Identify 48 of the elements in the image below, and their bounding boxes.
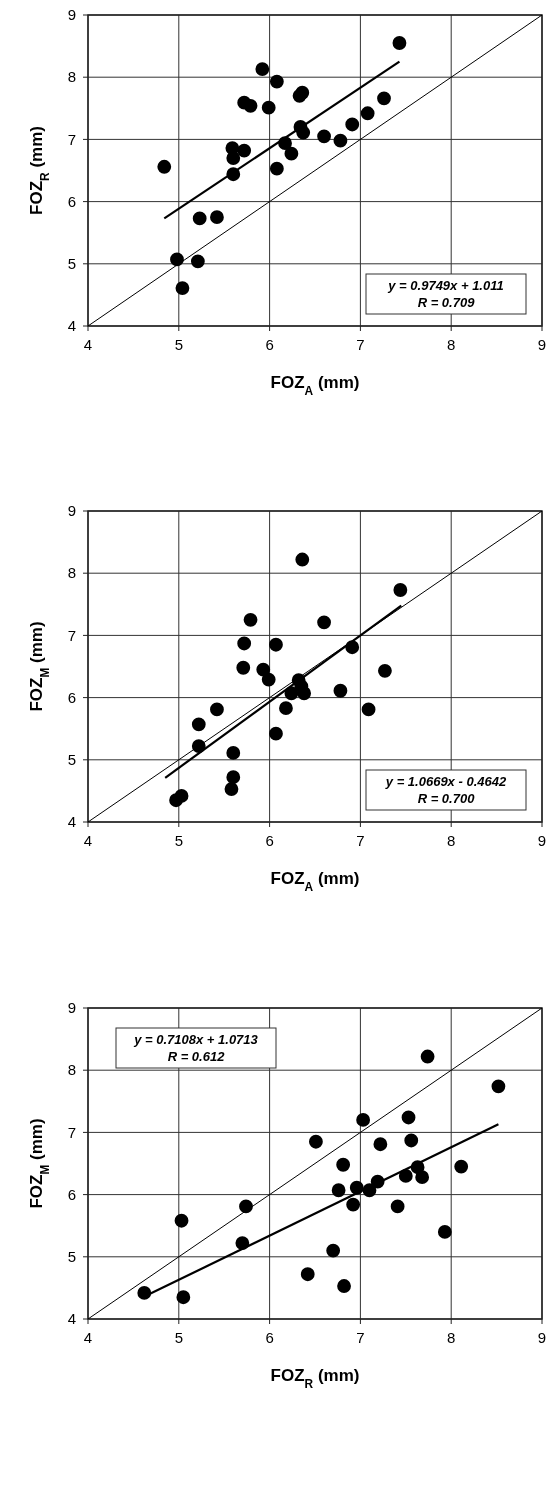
y-tick-label: 6 xyxy=(67,192,76,210)
annotation: y = 1.0669x - 0.4642 xyxy=(384,774,507,789)
y-tick-label: 8 xyxy=(67,68,76,86)
annotation: R = 0.612 xyxy=(167,1049,226,1064)
x-tick-label: 8 xyxy=(447,832,456,849)
annotation: R = 0.709 xyxy=(417,295,476,310)
y-tick-label: 9 xyxy=(67,6,76,24)
y-tick-label: 8 xyxy=(67,1061,76,1079)
x-tick-label: 7 xyxy=(356,832,365,849)
annotation: y = 0.7108x + 1.0713 xyxy=(133,1032,259,1047)
x-tick-label: 4 xyxy=(83,832,93,849)
annotation: R = 0.700 xyxy=(417,791,476,806)
x-tick-label: 9 xyxy=(537,336,547,353)
x-tick-label: 5 xyxy=(174,1329,183,1346)
annotation: y = 0.9749x + 1.011 xyxy=(387,278,504,293)
x-axis-title: FOZ$_{R}$ (mm) xyxy=(270,1366,360,1391)
y-tick-label: 6 xyxy=(67,1185,76,1203)
y-tick-label: 7 xyxy=(67,130,76,148)
x-tick-label: 8 xyxy=(447,336,456,353)
y-tick-label: 9 xyxy=(67,999,76,1017)
y-tick-label: 5 xyxy=(67,255,76,273)
y-tick-label: 9 xyxy=(67,502,76,520)
y-tick-label: 5 xyxy=(67,751,76,769)
x-tick-label: 7 xyxy=(356,336,365,353)
equation-box: y = 0.7108x + 1.0713 R = 0.612 xyxy=(115,1027,277,1069)
x-tick-label: 4 xyxy=(83,336,93,353)
x-tick-label: 8 xyxy=(447,1329,456,1346)
y-tick-label: 7 xyxy=(67,626,76,644)
x-axis-title: FOZ$_{A}$ (mm) xyxy=(270,869,360,894)
y-tick-label: 6 xyxy=(67,688,76,706)
y-tick-label: 4 xyxy=(67,813,76,831)
y-tick-label: 5 xyxy=(67,1248,76,1266)
x-tick-label: 7 xyxy=(356,1329,365,1346)
y-tick-label: 7 xyxy=(67,1123,76,1141)
y-tick-label: 4 xyxy=(67,317,76,335)
x-tick-label: 5 xyxy=(174,832,183,849)
x-tick-label: 5 xyxy=(174,336,183,353)
x-tick-label: 6 xyxy=(265,336,274,353)
equation-box: y = 0.9749x + 1.011 R = 0.709 xyxy=(365,273,527,315)
x-tick-label: 9 xyxy=(537,832,547,849)
x-axis-title: FOZ$_{A}$ (mm) xyxy=(270,373,360,398)
equation-box: y = 1.0669x - 0.4642 R = 0.700 xyxy=(365,769,527,811)
x-tick-label: 9 xyxy=(537,1329,547,1346)
x-tick-label: 4 xyxy=(83,1329,93,1346)
y-tick-label: 8 xyxy=(67,564,76,582)
y-tick-label: 4 xyxy=(67,1310,76,1328)
x-tick-label: 6 xyxy=(265,1329,274,1346)
x-tick-label: 6 xyxy=(265,832,274,849)
